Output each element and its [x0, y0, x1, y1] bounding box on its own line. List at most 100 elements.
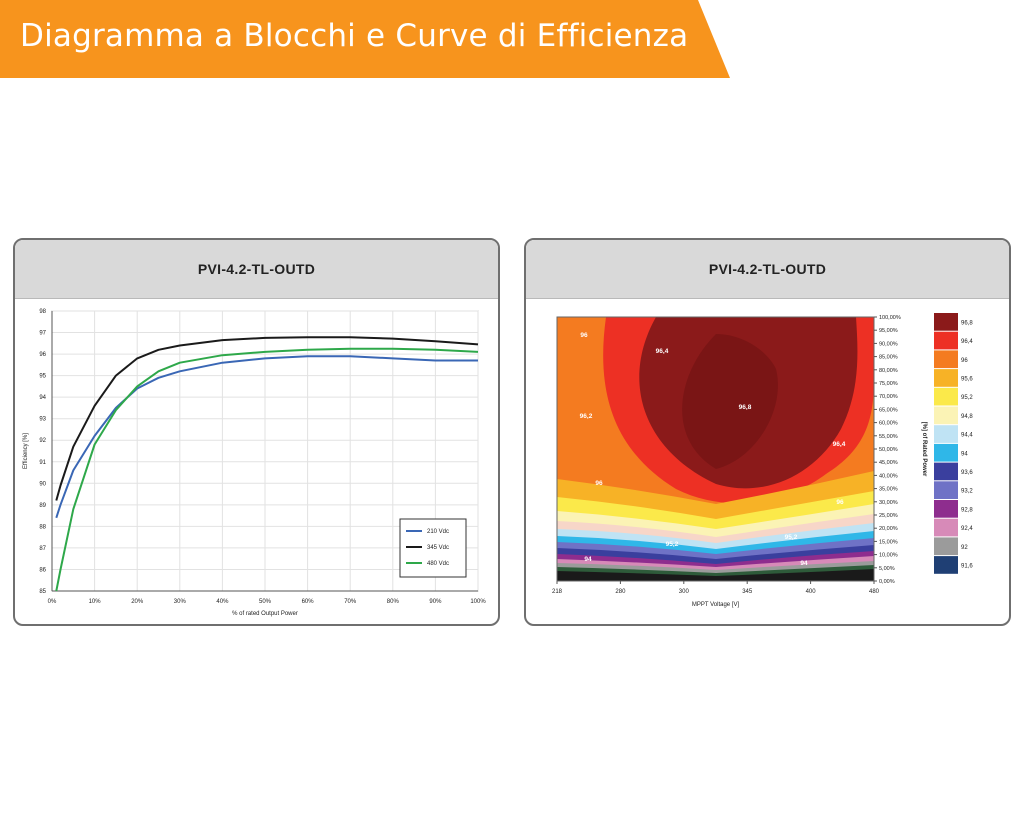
panel-body: 0% 10% 20% 30% 40% 50% 60% 70% 80% 90% 100% 85 86 87 8… [15, 299, 498, 624]
y-tick-label: 55,00% [879, 434, 898, 440]
legend-label: 92,4 [961, 526, 973, 532]
x-tick-label: 480 [869, 589, 880, 595]
y-tick-label: 87 [39, 546, 46, 552]
header-banner-shape [0, 0, 730, 78]
y-tick-label: 90,00% [879, 341, 898, 347]
contour-label: 95,2 [666, 541, 679, 548]
y-tick-label: 85,00% [879, 355, 898, 361]
legend-label: 95,6 [961, 376, 973, 382]
contour-band-low-12 [557, 569, 874, 581]
y-tick-label: 96 [39, 352, 46, 358]
x-tick-label: 400 [806, 589, 817, 595]
panel-title: PVI-4.2-TL-OUTD [708, 261, 827, 277]
y-tick-label: 65,00% [879, 407, 898, 413]
panel-title: PVI-4.2-TL-OUTD [197, 261, 316, 277]
page-title: Diagramma a Blocchi e Curve di Efficienz… [20, 18, 689, 54]
series-line-210-vdc [55, 355, 478, 519]
efficiency-contour-map: 96 96,4 96,8 96,2 96,4 96 96 95,2 95,2 94 94 93 92 92… [550, 313, 973, 608]
legend-swatch [934, 406, 958, 425]
contour-label: 94 [584, 556, 592, 563]
x-tick-label: 20% [131, 599, 144, 605]
contour-label: 96,4 [833, 441, 846, 448]
y-tick-label: 30,00% [879, 500, 898, 506]
x-tick-label: 218 [552, 589, 563, 595]
legend-label: 96,8 [961, 320, 973, 326]
y-tick-label: 25,00% [879, 513, 898, 519]
legend-swatch [934, 537, 958, 556]
contour-label: 96,4 [656, 348, 669, 355]
y-axis-title: Efficiency [%] [23, 433, 29, 469]
contour-label: 92 [639, 588, 647, 595]
y-tick-label: 10,00% [879, 553, 898, 559]
y-tick-label: 80,00% [879, 368, 898, 374]
y-tick-label: 98 [39, 309, 46, 315]
y-tick-label: 86 [39, 567, 46, 573]
legend-label: 95,2 [961, 395, 973, 401]
legend-label: 94,4 [961, 433, 973, 439]
y-tick-label: 70,00% [879, 394, 898, 400]
efficiency-line-chart: 0% 10% 20% 30% 40% 50% 60% 70% 80% 90% 100% 85 86 87 8… [23, 309, 486, 617]
x-tick-label: 100% [470, 599, 486, 605]
panel-header: PVI-4.2-TL-OUTD [526, 240, 1009, 299]
efficiency-map-panel: PVI-4.2-TL-OUTD 96 96,4 96,8 96,2 96,4 96 96 95… [524, 238, 1011, 626]
series-line-345-vdc [55, 336, 479, 501]
x-axis-title: % of rated Output Power [232, 611, 298, 617]
legend-label: 92 [961, 545, 968, 551]
contour-band-96-8 [682, 334, 778, 469]
legend-swatch [934, 500, 958, 518]
legend-label: 93,2 [961, 489, 973, 495]
y-tick-label: 92 [39, 438, 46, 444]
y-tick-label: 75,00% [879, 381, 898, 387]
legend-label: 480 Vdc [427, 561, 449, 567]
x-tick-label: 90% [429, 599, 442, 605]
y-axis-title: [%] of Rated Power [921, 422, 927, 477]
legend-label: 93,6 [961, 470, 973, 476]
contour-label: 96,8 [739, 404, 752, 411]
series-line-480-vdc [55, 347, 479, 592]
y-tick-label: 60,00% [879, 421, 898, 427]
legend-swatch [934, 443, 958, 462]
x-tick-label: 345 [742, 589, 753, 595]
y-tick-label: 93 [39, 417, 46, 423]
legend-label: 91,6 [961, 563, 973, 569]
contour-label: 96 [580, 332, 588, 339]
contour-layers [557, 317, 874, 581]
y-tick-label: 95 [39, 374, 46, 380]
legend-label: 92,8 [961, 507, 973, 513]
legend-swatch [934, 387, 958, 406]
y-tick-label: 35,00% [879, 487, 898, 493]
legend-swatch [934, 313, 958, 331]
x-tick-label: 30% [174, 599, 187, 605]
y-tick-label: 45,00% [879, 460, 898, 466]
y-tick-label: 90 [39, 481, 46, 487]
y-tick-label: 100,00% [879, 315, 901, 321]
legend-label: 94,8 [961, 414, 973, 420]
legend-label: 210 Vdc [427, 529, 449, 535]
x-tick-label: 280 [615, 589, 626, 595]
y-tick-label: 50,00% [879, 447, 898, 453]
x-tick-label: 70% [344, 599, 357, 605]
x-axis-title: MPPT Voltage [V] [692, 602, 740, 608]
y-tick-label: 97 [39, 331, 46, 337]
contour-label: 93 [550, 583, 558, 590]
contour-label: 96 [595, 480, 603, 487]
y-tick-label: 15,00% [879, 539, 898, 545]
x-tick-label: 10% [89, 599, 102, 605]
contour-label: 96,2 [580, 413, 593, 420]
y-tick-label: 85 [39, 589, 46, 595]
x-tick-label: 80% [387, 599, 400, 605]
legend-swatch [934, 350, 958, 369]
legend-swatch [934, 481, 958, 499]
y-tick-label: 89 [39, 503, 46, 509]
x-tick-label: 300 [679, 589, 690, 595]
chart-legend: 210 Vdc 345 Vdc 480 Vdc [399, 518, 467, 578]
y-tick-label: 91 [39, 460, 46, 466]
header-banner: Diagramma a Blocchi e Curve di Efficienz… [0, 0, 730, 78]
contour-label: 92 [760, 592, 768, 599]
legend-swatch [934, 331, 958, 350]
legend-swatch [934, 518, 958, 537]
legend-swatch [934, 462, 958, 481]
panel-header: PVI-4.2-TL-OUTD [15, 240, 498, 299]
y-tick-label: 94 [39, 395, 46, 401]
x-tick-label: 0% [48, 599, 57, 605]
